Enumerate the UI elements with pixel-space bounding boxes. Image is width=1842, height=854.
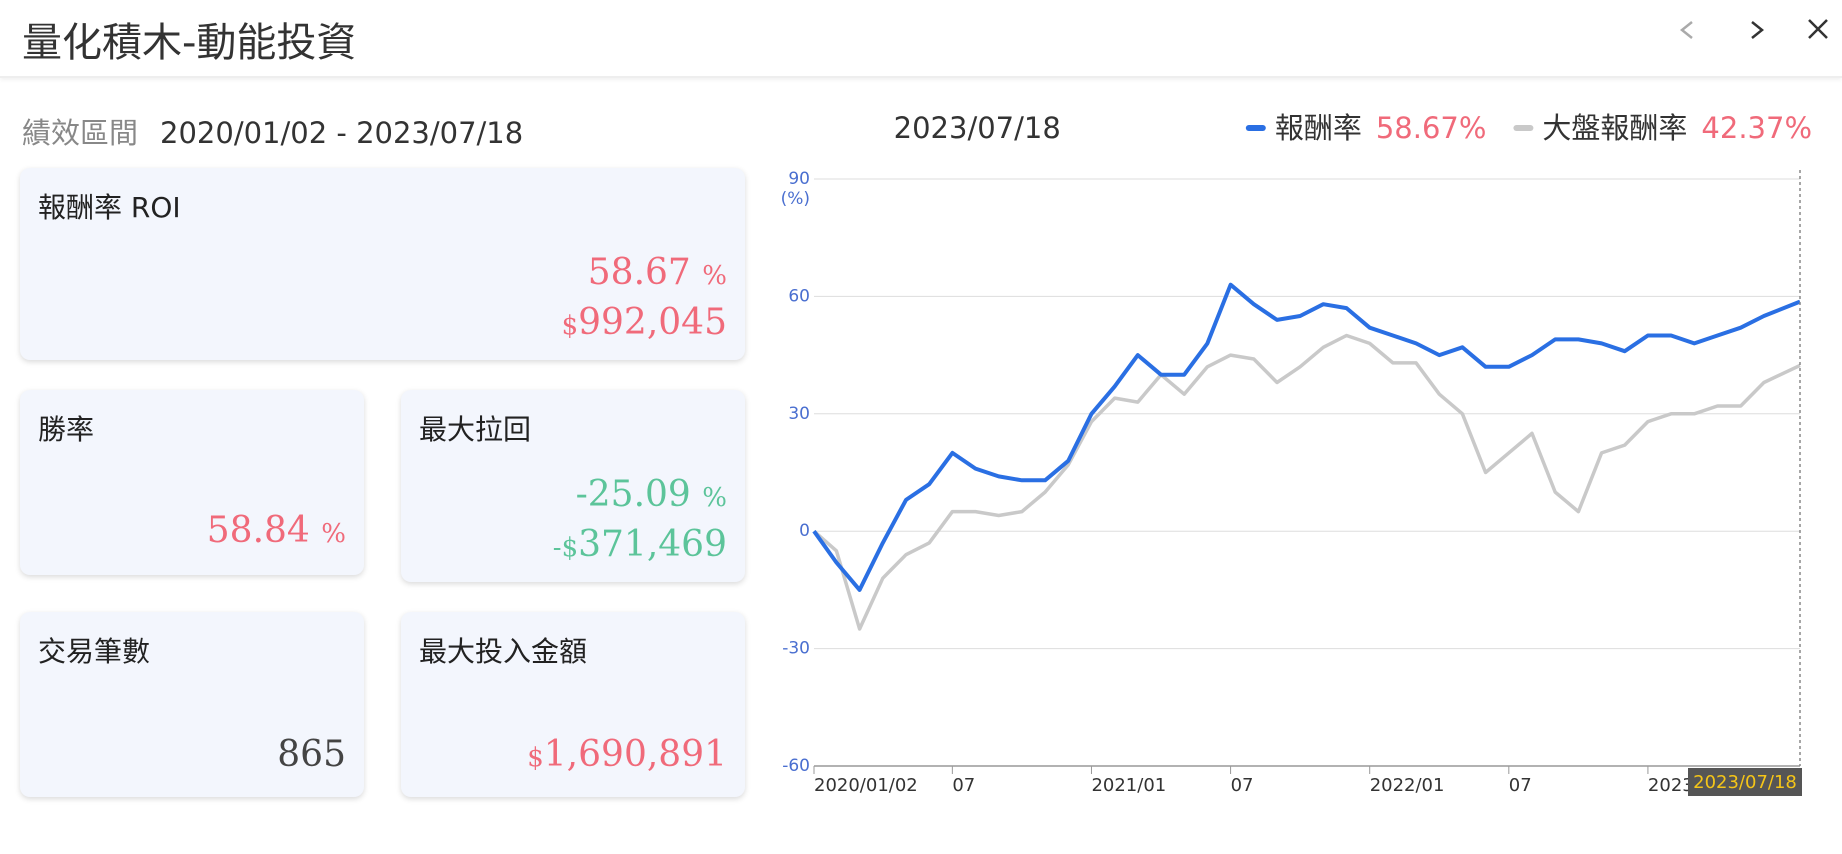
x-tick-label: 2021/01: [1091, 775, 1166, 796]
x-tick-label: 07: [952, 775, 975, 796]
title: 量化積木-動能投資: [22, 20, 357, 66]
legend-date: 2023/07/18: [894, 111, 1061, 145]
currency: $: [527, 743, 544, 773]
unit: %: [702, 261, 727, 291]
y-tick-label: -30: [782, 639, 810, 659]
value: 58.67: [587, 252, 691, 293]
cursor-label-bg: [1688, 768, 1802, 796]
card-title: 報酬率 ROI: [38, 191, 181, 224]
close-button[interactable]: [1808, 19, 1828, 39]
series-line: [812, 282, 1801, 592]
roi-card: 報酬率 ROI 58.67 % $992,045: [20, 168, 745, 360]
x-tick-label: 2020/01/02: [814, 775, 918, 796]
x-tick-label: 07: [1509, 775, 1532, 796]
cursor-label: 2023/07/18: [1693, 772, 1797, 793]
value: 58.84: [206, 510, 310, 551]
legend-value: 58.67%: [1376, 111, 1487, 145]
card-value: 58.84 %: [207, 510, 346, 551]
value: -25.09: [575, 474, 691, 515]
card-title: 交易筆數: [38, 635, 151, 668]
legend-name: 報酬率: [1275, 111, 1362, 145]
card-amount: $1,690,891: [527, 734, 727, 775]
card-value: -25.09 %: [576, 474, 727, 515]
win-rate-card: 勝率 58.84 %: [20, 390, 364, 575]
unit: %: [321, 519, 346, 549]
card-title: 勝率: [38, 413, 95, 446]
y-tick-label: 60: [788, 286, 810, 306]
amount: 371,469: [578, 524, 727, 565]
amount: 1,690,891: [543, 734, 727, 775]
prev-button[interactable]: [1679, 21, 1693, 39]
legend-value: 42.37%: [1701, 111, 1812, 145]
period: 績效區間 2020/01/02 - 2023/07/18: [22, 110, 523, 152]
header: 量化積木-動能投資: [0, 0, 1842, 78]
unit: %: [702, 483, 727, 513]
period-label: 績效區間: [22, 116, 139, 150]
x-tick-label: 07: [1231, 775, 1254, 796]
x-tick-label: 2022/01: [1370, 775, 1445, 796]
legend-name: 大盤報酬率: [1542, 111, 1687, 145]
y-tick-label: -60: [782, 756, 810, 776]
y-unit: (%): [781, 189, 810, 209]
amount: 992,045: [578, 302, 727, 343]
y-tick-label: 0: [799, 521, 810, 541]
currency: $: [561, 311, 579, 341]
card-value: 865: [277, 734, 346, 775]
y-tick-label: 30: [788, 404, 810, 424]
series-line: [812, 333, 1801, 631]
max-invest-card: 最大投入金額 $1,690,891: [401, 612, 745, 797]
card-amount: $992,045: [562, 302, 727, 343]
chart: 2023/07/18 報酬率 58.67% 大盤報酬率 42.37% -60 -30 0 30…: [781, 111, 1812, 796]
trades-card: 交易筆數 865: [20, 612, 364, 797]
card-title: 最大投入金額: [419, 635, 588, 668]
y-tick-label: 90: [788, 169, 810, 189]
currency: -$: [552, 533, 579, 563]
card-amount: -$371,469: [553, 524, 727, 565]
next-button[interactable]: [1751, 21, 1765, 39]
card-value: 58.67 %: [588, 252, 727, 293]
drawdown-card: 最大拉回 -25.09 % -$371,469: [401, 390, 745, 582]
header-controls: [1679, 19, 1828, 39]
period-range: 2020/01/02 - 2023/07/18: [160, 116, 524, 150]
card-title: 最大拉回: [419, 413, 532, 446]
